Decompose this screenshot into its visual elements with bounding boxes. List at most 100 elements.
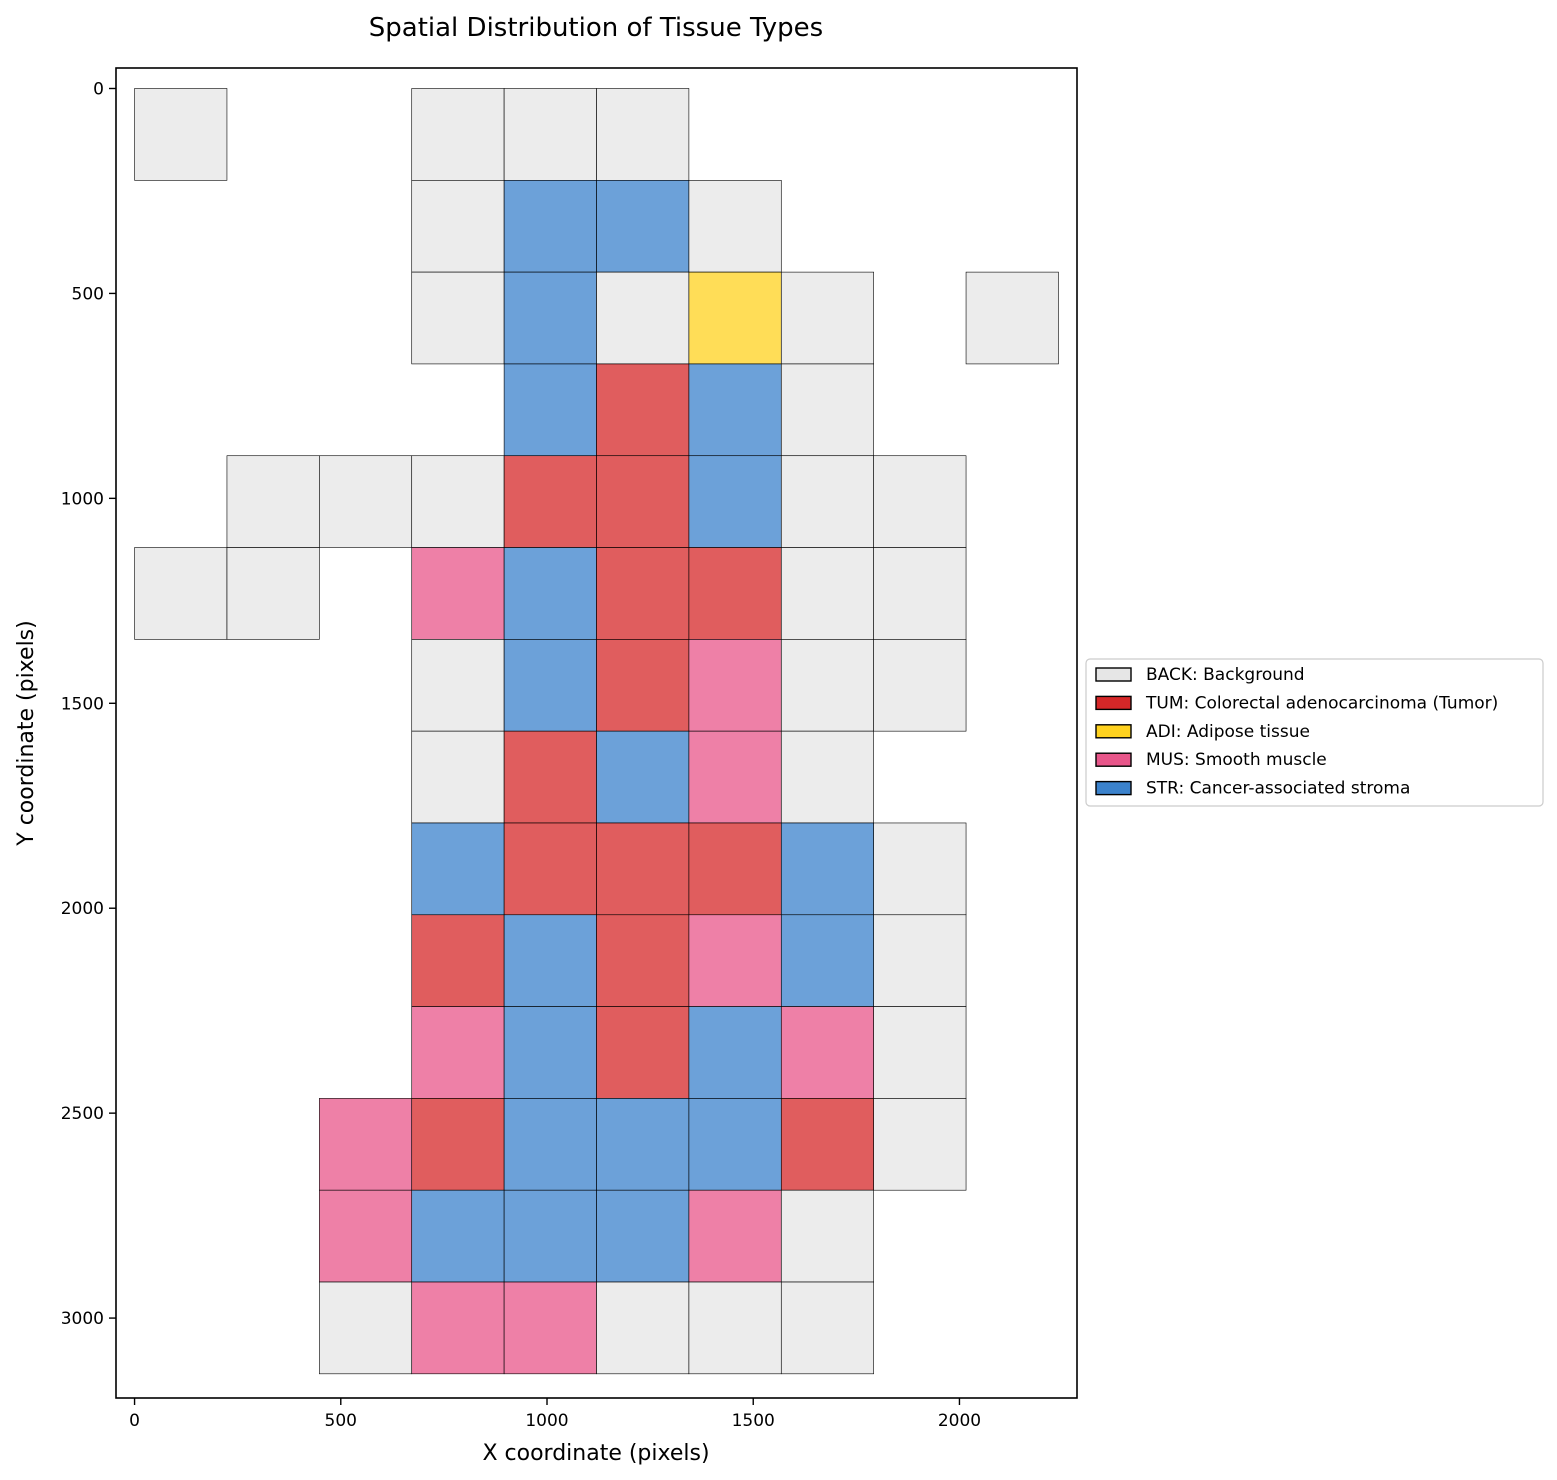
tile-mus bbox=[688, 1189, 782, 1283]
legend-label-mus: MUS: Smooth muscle bbox=[1146, 750, 1327, 770]
legend-swatch-tum bbox=[1095, 695, 1132, 711]
y-tick-label: 1500 bbox=[61, 694, 104, 714]
tile-back bbox=[965, 271, 1059, 365]
tile-str bbox=[411, 822, 505, 916]
y-tick-label: 500 bbox=[72, 284, 104, 304]
y-tick-label: 0 bbox=[93, 79, 104, 99]
tile-back bbox=[780, 1281, 874, 1375]
tile-back bbox=[226, 455, 320, 548]
tile-layer bbox=[134, 88, 1059, 1375]
legend-frame bbox=[1085, 658, 1544, 807]
tile-str bbox=[688, 1006, 782, 1099]
tile-tum bbox=[596, 455, 690, 548]
tile-str bbox=[596, 1098, 690, 1191]
tile-back bbox=[780, 271, 874, 365]
tile-back bbox=[411, 455, 505, 548]
tile-str bbox=[780, 914, 874, 1007]
tile-back bbox=[319, 1281, 413, 1375]
tile-tum bbox=[503, 730, 597, 824]
tile-tum bbox=[780, 1098, 874, 1191]
y-tick-label: 2500 bbox=[61, 1104, 104, 1124]
tile-mus bbox=[411, 1281, 505, 1375]
tile-str bbox=[596, 730, 690, 824]
tile-back bbox=[319, 455, 413, 548]
tile-str bbox=[503, 1189, 597, 1283]
tile-mus bbox=[688, 639, 782, 732]
legend-label-back: BACK: Background bbox=[1146, 665, 1305, 685]
tile-tum bbox=[596, 822, 690, 916]
tile-tum bbox=[503, 822, 597, 916]
tile-str bbox=[503, 1006, 597, 1099]
y-tick-label: 3000 bbox=[61, 1309, 104, 1329]
tile-tum bbox=[688, 822, 782, 916]
legend-swatch-back bbox=[1095, 667, 1132, 682]
tile-back bbox=[873, 455, 967, 548]
tile-str bbox=[411, 1189, 505, 1283]
tile-back bbox=[688, 1281, 782, 1375]
tile-back bbox=[780, 363, 874, 457]
legend-label-tum: TUM: Colorectal adenocarcinoma (Tumor) bbox=[1145, 693, 1498, 713]
x-axis-label: X coordinate (pixels) bbox=[482, 1441, 709, 1466]
tile-str bbox=[503, 363, 597, 457]
x-axis: 0 500 1000 1500 2000 bbox=[129, 1398, 981, 1431]
tile-mus bbox=[688, 914, 782, 1007]
tile-mus bbox=[319, 1189, 413, 1283]
tile-str bbox=[596, 180, 690, 273]
legend-swatch-adi bbox=[1095, 724, 1132, 739]
tile-back bbox=[596, 1281, 690, 1375]
tile-str bbox=[503, 639, 597, 732]
tile-mus bbox=[411, 547, 505, 640]
tile-back bbox=[134, 547, 228, 640]
tile-back bbox=[411, 88, 505, 181]
x-tick-label: 500 bbox=[325, 1411, 357, 1431]
tile-str bbox=[503, 271, 597, 365]
tile-str bbox=[503, 1098, 597, 1191]
tile-back bbox=[780, 547, 874, 640]
legend-label-adi: ADI: Adipose tissue bbox=[1146, 722, 1310, 742]
tile-tum bbox=[596, 914, 690, 1007]
tile-back bbox=[873, 822, 967, 916]
chart-title: Spatial Distribution of Tissue Types bbox=[369, 13, 823, 43]
tile-back bbox=[411, 271, 505, 365]
legend-swatch-str bbox=[1095, 780, 1132, 796]
tile-back bbox=[780, 730, 874, 824]
tile-str bbox=[596, 1189, 690, 1283]
tile-str bbox=[503, 914, 597, 1007]
tile-tum bbox=[596, 547, 690, 640]
tile-back bbox=[503, 88, 597, 181]
tile-back bbox=[688, 180, 782, 273]
tile-mus bbox=[319, 1098, 413, 1191]
tile-back bbox=[873, 914, 967, 1007]
tile-tum bbox=[596, 639, 690, 732]
tile-tum bbox=[596, 1006, 690, 1099]
tile-mus bbox=[780, 1006, 874, 1099]
x-tick-label: 1000 bbox=[525, 1411, 568, 1431]
plot-frame bbox=[115, 67, 1078, 1399]
y-axis: 0 500 1000 1500 2000 2500 3000 bbox=[61, 79, 116, 1329]
tile-back bbox=[411, 730, 505, 824]
legend-swatch-mus bbox=[1095, 752, 1132, 767]
tile-back bbox=[134, 88, 228, 181]
tile-str bbox=[503, 547, 597, 640]
tile-str bbox=[688, 363, 782, 457]
tile-tum bbox=[503, 455, 597, 548]
x-tick-label: 2000 bbox=[938, 1411, 981, 1431]
tile-mus bbox=[688, 730, 782, 824]
tile-back bbox=[873, 1006, 967, 1099]
tile-back bbox=[226, 547, 320, 640]
tile-str bbox=[688, 455, 782, 548]
tile-back bbox=[873, 547, 967, 640]
y-tick-label: 2000 bbox=[61, 899, 104, 919]
tile-tum bbox=[596, 363, 690, 457]
y-axis-label: Y coordinate (pixels) bbox=[14, 620, 39, 846]
tile-adi bbox=[688, 271, 782, 365]
tile-tum bbox=[411, 914, 505, 1007]
y-tick-label: 1000 bbox=[61, 489, 104, 509]
legend: BACK: Background TUM: Colorectal adenocar… bbox=[1085, 658, 1544, 807]
legend-label-str: STR: Cancer-associated stroma bbox=[1146, 779, 1410, 799]
tile-back bbox=[873, 1098, 967, 1191]
tile-back bbox=[411, 180, 505, 273]
tile-back bbox=[780, 1189, 874, 1283]
tile-back bbox=[780, 455, 874, 548]
